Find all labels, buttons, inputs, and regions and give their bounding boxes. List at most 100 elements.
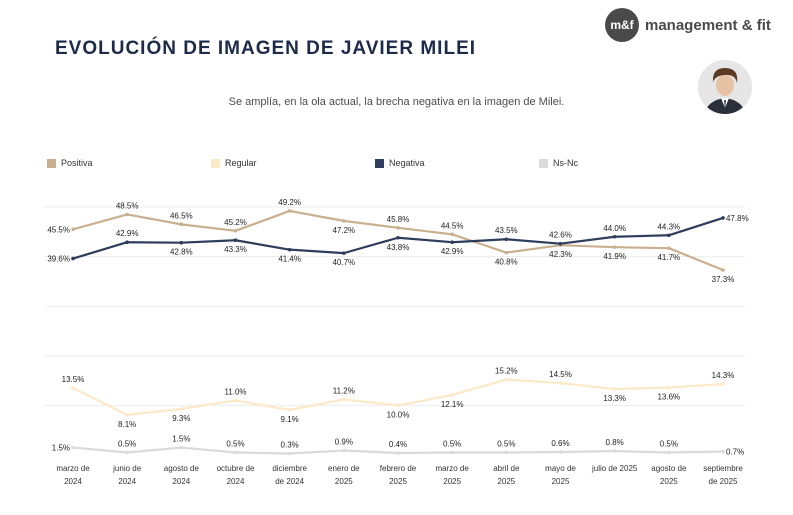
data-label: 40.7% bbox=[332, 258, 355, 267]
data-label: 42.6% bbox=[549, 231, 572, 240]
data-point bbox=[504, 237, 509, 242]
data-point bbox=[287, 209, 292, 213]
data-label: 47.2% bbox=[332, 226, 355, 235]
x-tick-label: 2024 bbox=[172, 477, 190, 486]
portrait-icon bbox=[698, 60, 752, 114]
data-label: 11.2% bbox=[333, 386, 355, 395]
data-label: 43.3% bbox=[224, 245, 247, 254]
data-point bbox=[71, 386, 75, 390]
data-point bbox=[125, 240, 129, 245]
data-point bbox=[179, 445, 184, 450]
x-tick-label: de 2024 bbox=[275, 477, 304, 486]
x-tick-label: 2025 bbox=[335, 477, 353, 486]
x-tick-label: febrero de bbox=[380, 464, 417, 473]
x-tick-label: 2025 bbox=[443, 477, 461, 486]
legend-swatch-regular bbox=[211, 158, 220, 168]
data-point bbox=[396, 403, 400, 408]
data-label: 14.5% bbox=[549, 370, 572, 379]
x-tick-label: agosto de bbox=[651, 464, 687, 473]
data-point bbox=[342, 448, 346, 453]
data-point bbox=[721, 268, 725, 272]
legend-label-negativa: Negativa bbox=[389, 158, 425, 168]
data-label: 46.5% bbox=[170, 211, 193, 220]
data-label: 48.5% bbox=[116, 201, 139, 210]
chart-title: EVOLUCIÓN DE IMAGEN DE JAVIER MILEI bbox=[55, 38, 477, 59]
legend-label-regular: Regular bbox=[225, 158, 257, 168]
legend-item-positiva: Positiva bbox=[47, 158, 93, 168]
data-label: 15.2% bbox=[495, 367, 518, 376]
data-label: 42.9% bbox=[116, 229, 139, 238]
data-point bbox=[125, 413, 129, 417]
data-point bbox=[179, 240, 184, 245]
legend-label-positiva: Positiva bbox=[61, 158, 93, 168]
data-label: 44.3% bbox=[657, 222, 680, 231]
data-point bbox=[721, 449, 725, 454]
data-label: 13.6% bbox=[657, 393, 680, 402]
data-point bbox=[612, 234, 617, 239]
data-point bbox=[233, 450, 238, 455]
legend-swatch-positiva bbox=[47, 158, 56, 168]
x-tick-label: septiembre bbox=[703, 464, 743, 473]
data-label: 0.3% bbox=[281, 441, 299, 450]
data-label: 39.6% bbox=[47, 255, 70, 264]
portrait-photo bbox=[698, 60, 752, 114]
legend-label-nsnc: Ns-Nc bbox=[553, 158, 578, 168]
data-point bbox=[558, 381, 563, 385]
data-point bbox=[721, 216, 725, 220]
x-tick-label: diciembre bbox=[272, 464, 307, 473]
data-label: 37.3% bbox=[712, 275, 735, 284]
data-point bbox=[504, 377, 509, 382]
data-label: 10.0% bbox=[387, 410, 410, 419]
data-label: 14.3% bbox=[712, 371, 735, 380]
data-point bbox=[396, 226, 400, 230]
data-label: 40.8% bbox=[495, 258, 518, 267]
data-point bbox=[612, 387, 617, 391]
data-point bbox=[450, 450, 454, 455]
data-label: 0.4% bbox=[389, 440, 407, 449]
data-label: 0.6% bbox=[551, 439, 569, 448]
data-label: 47.8% bbox=[726, 214, 749, 223]
data-label: 41.4% bbox=[278, 255, 301, 264]
data-label: 43.5% bbox=[495, 226, 518, 235]
data-point bbox=[287, 408, 292, 412]
data-label: 0.5% bbox=[660, 440, 678, 449]
data-label: 45.5% bbox=[47, 225, 70, 234]
data-point bbox=[396, 235, 400, 240]
data-point bbox=[125, 450, 129, 455]
data-point bbox=[667, 450, 671, 455]
data-point bbox=[342, 397, 346, 402]
data-label: 13.5% bbox=[62, 375, 85, 384]
data-point bbox=[125, 212, 129, 217]
data-label: 0.5% bbox=[226, 440, 244, 449]
x-tick-label: mayo de bbox=[545, 464, 576, 473]
data-label: 42.9% bbox=[441, 247, 464, 256]
data-label: 0.9% bbox=[335, 438, 353, 447]
data-point bbox=[342, 219, 346, 223]
brand-logo: m&f management & fit bbox=[605, 8, 771, 42]
data-point bbox=[179, 407, 184, 411]
data-point bbox=[450, 240, 454, 245]
legend-item-regular: Regular bbox=[211, 158, 257, 168]
data-label: 0.5% bbox=[497, 440, 515, 449]
x-tick-label: 2024 bbox=[64, 477, 82, 486]
data-label: 9.3% bbox=[172, 414, 190, 423]
data-point bbox=[558, 241, 563, 246]
data-point bbox=[667, 246, 671, 250]
chart-subtitle: Se amplía, en la ola actual, la brecha n… bbox=[228, 96, 565, 108]
data-label: 45.2% bbox=[224, 218, 247, 227]
x-tick-label: octubre de bbox=[217, 464, 255, 473]
brand-mark: m&f bbox=[605, 8, 639, 42]
data-label: 42.8% bbox=[170, 248, 193, 257]
data-label: 0.5% bbox=[443, 440, 461, 449]
brand-name: management & fit bbox=[645, 16, 771, 34]
data-label: 44.5% bbox=[441, 221, 464, 230]
legend-swatch-nsnc bbox=[539, 158, 548, 168]
data-point bbox=[504, 450, 509, 455]
data-point bbox=[287, 451, 292, 456]
data-point bbox=[287, 247, 292, 252]
x-tick-label: 2025 bbox=[389, 477, 407, 486]
data-point bbox=[558, 450, 563, 454]
data-label: 9.1% bbox=[281, 415, 299, 424]
x-tick-label: enero de bbox=[328, 464, 360, 473]
data-point bbox=[721, 382, 725, 386]
